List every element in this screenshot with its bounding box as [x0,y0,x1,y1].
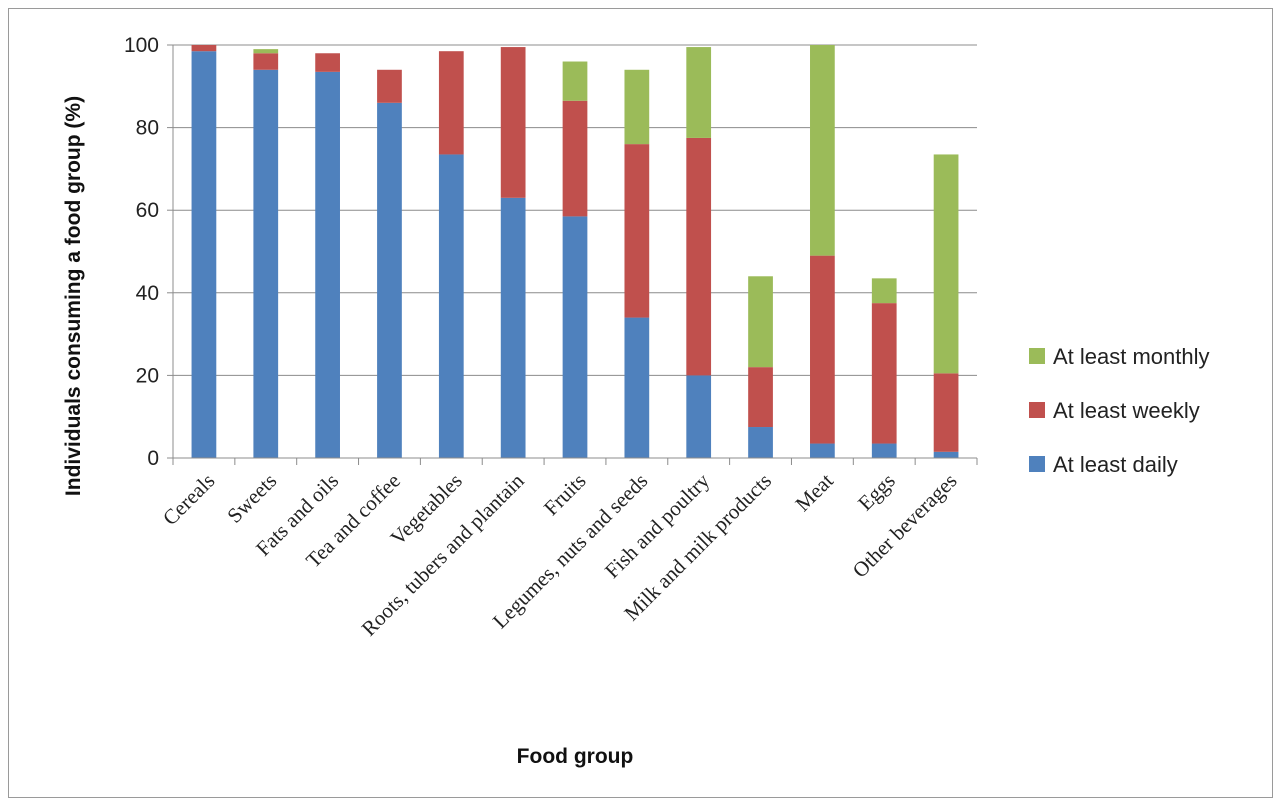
bar-at-least-monthly [810,45,835,256]
bar-at-least-monthly [562,61,588,101]
bar-at-least-weekly [871,303,897,444]
bar-at-least-daily [253,69,279,458]
legend-swatch [1029,348,1045,364]
bar-at-least-monthly [624,69,650,145]
bar-at-least-monthly [253,49,279,54]
y-tick-label: 60 [136,199,159,222]
bar-at-least-daily [933,451,959,458]
bar-at-least-weekly [253,53,279,70]
bar-at-least-weekly [438,51,464,155]
bar-at-least-weekly [933,373,959,452]
legend-label: At least weekly [1053,398,1200,423]
y-tick-label: 40 [136,282,159,305]
category-label: Fruits [539,469,591,521]
category-label: Fish and poultry [600,468,715,583]
legend-label: At least daily [1053,452,1178,477]
bar-at-least-daily [438,154,464,458]
y-tick-label: 80 [136,117,159,140]
y-tick-label: 100 [124,34,159,57]
category-label: Sweets [222,469,281,528]
bar-at-least-weekly [191,45,217,52]
category-label: Eggs [853,469,900,516]
bar-at-least-weekly [686,137,712,376]
category-label: Meat [790,468,838,516]
bar-at-least-weekly [810,255,835,444]
bar-at-least-daily [810,443,835,458]
bar-at-least-weekly [315,53,340,72]
bar-at-least-daily [748,427,773,458]
bar-at-least-daily [686,375,712,458]
bar-at-least-daily [315,71,340,458]
x-axis-title: Food group [517,745,634,768]
bar-at-least-monthly [686,47,712,138]
bar-at-least-daily [871,443,897,458]
bar-at-least-daily [191,51,217,458]
y-tick-label: 0 [147,447,159,470]
bar-at-least-daily [377,102,402,458]
bar-at-least-daily [562,216,588,458]
bar-at-least-daily [624,317,650,458]
legend: At least monthly At least weekly At least … [1029,344,1210,477]
category-label: Cereals [158,469,220,531]
bar-at-least-monthly [748,276,773,368]
axes [167,44,978,465]
bar-at-least-weekly [748,367,773,428]
bar-at-least-monthly [933,154,959,374]
bar-at-least-weekly [377,69,402,103]
bar-at-least-monthly [871,278,897,304]
legend-swatch [1029,402,1045,418]
legend-swatch [1029,456,1045,472]
bars [191,45,959,458]
y-tick-label: 20 [136,364,159,387]
bar-at-least-weekly [562,100,588,217]
bar-at-least-weekly [624,144,650,318]
legend-label: At least monthly [1053,344,1210,369]
bar-at-least-daily [500,197,526,458]
bar-at-least-weekly [500,47,526,198]
y-axis-title: Individuals consuming a food group (%) [62,96,85,496]
